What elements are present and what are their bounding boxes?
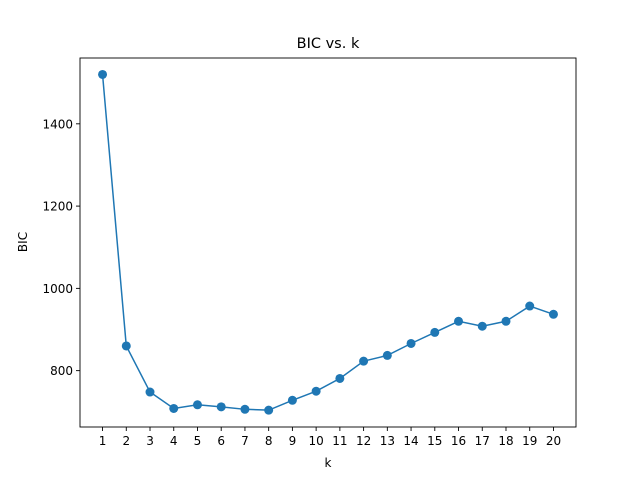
data-point [477, 321, 487, 331]
data-point [359, 356, 369, 366]
chart-title: BIC vs. k [297, 36, 360, 52]
data-point [98, 69, 108, 79]
x-tick-label: 14 [403, 434, 418, 448]
x-tick-label: 16 [451, 434, 466, 448]
x-tick-label: 1 [99, 434, 107, 448]
x-tick-label: 17 [475, 434, 490, 448]
plot-frame [79, 57, 577, 428]
data-point [454, 316, 464, 326]
x-tick-label: 2 [122, 434, 130, 448]
x-tick-label: 18 [498, 434, 513, 448]
data-point [382, 350, 392, 360]
data-point [192, 400, 202, 410]
y-tick-label: 1000 [42, 282, 73, 296]
y-axis: 800 1000 1200 1400 [42, 117, 80, 378]
x-tick-label: 9 [289, 434, 297, 448]
y-tick-label: 800 [50, 364, 73, 378]
data-point [264, 405, 274, 415]
data-point [548, 309, 558, 319]
x-tick-label: 11 [332, 434, 347, 448]
x-axis: 1 2 3 4 5 6 7 8 9 10 11 12 13 14 15 16 17 18 19 20 [99, 427, 561, 448]
data-point [169, 403, 179, 413]
data-point [145, 387, 155, 397]
x-tick-label: 4 [170, 434, 178, 448]
x-axis-label: k [325, 456, 332, 470]
data-point [240, 404, 250, 414]
x-tick-label: 15 [427, 434, 442, 448]
x-tick-label: 6 [217, 434, 225, 448]
y-axis-label: BIC [16, 232, 30, 252]
x-tick-label: 12 [356, 434, 371, 448]
data-point [525, 301, 535, 311]
data-point [406, 338, 416, 348]
x-tick-label: 20 [546, 434, 561, 448]
x-tick-label: 19 [522, 434, 537, 448]
data-point [501, 316, 511, 326]
x-tick-label: 3 [146, 434, 154, 448]
x-tick-label: 5 [194, 434, 202, 448]
data-point [121, 341, 131, 351]
x-tick-label: 13 [380, 434, 395, 448]
data-point [430, 327, 440, 337]
x-tick-label: 10 [308, 434, 323, 448]
x-tick-label: 7 [241, 434, 249, 448]
x-tick-label: 8 [265, 434, 273, 448]
data-point [335, 373, 345, 383]
data-point [287, 395, 297, 405]
series-group [98, 69, 558, 415]
series-line [101, 74, 554, 411]
y-tick-label: 1400 [42, 117, 73, 131]
y-tick-label: 1200 [42, 200, 73, 214]
data-point [311, 386, 321, 396]
data-point [216, 402, 226, 412]
